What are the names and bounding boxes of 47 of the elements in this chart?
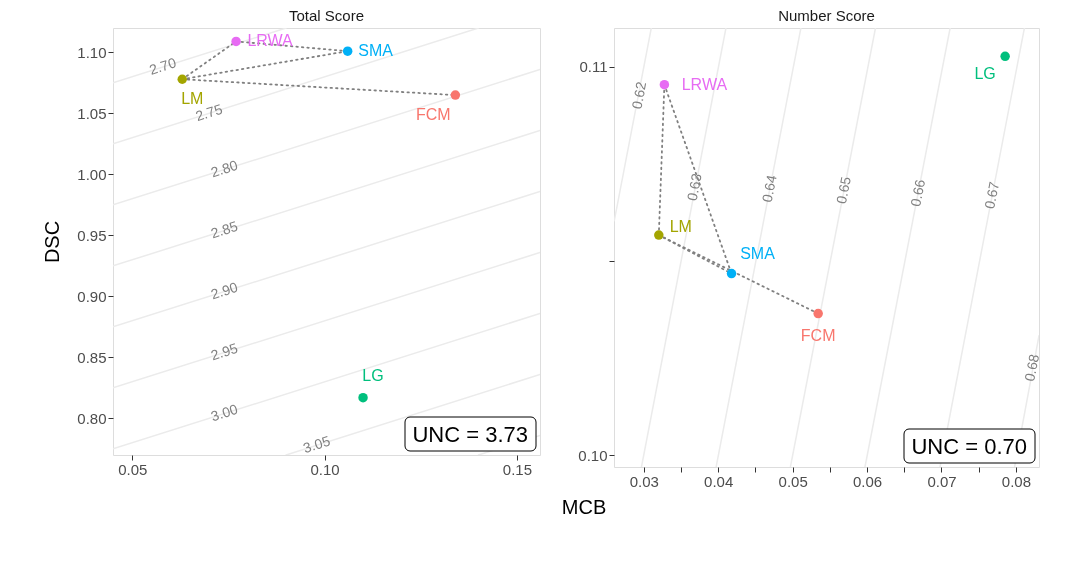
y-tick-label: 0.90 [77,287,107,305]
x-tick-label: 0.08 [1001,472,1032,490]
annotation: 0.62 [628,80,650,111]
x-tick-label: 0.07 [927,472,957,490]
y-tick-label: 1.10 [77,43,107,61]
annotation: 2.80 [208,156,240,181]
y-tick-label: 0.85 [77,348,107,366]
annotation: 0.64 [758,173,780,204]
y-tick-label: 0.11 [579,58,608,76]
series-label: LRWA [681,75,728,93]
series-label: SMA [740,244,776,262]
annotation: 2.70 [147,54,179,78]
annotation: 2.85 [208,217,240,242]
series-label: FCM [800,326,836,344]
series-label: LG [362,366,384,384]
series-label: FCM [416,106,451,124]
annotation: 0.66 [907,177,929,208]
y-axis-title: DSC [41,220,64,264]
series-label: LM [669,218,692,236]
chart-title: Total Score [288,7,365,24]
annotation: 0.63 [683,172,705,202]
x-tick-label: 0.04 [704,472,734,490]
y-tick-label: 1.00 [77,165,107,183]
x-tick-label: 0.05 [778,472,808,490]
y-tick-label: 0.95 [77,226,107,244]
annotation: 2.95 [208,339,240,364]
y-tick-label: 1.05 [77,104,107,122]
annotation: UNC = 0.70 [911,434,1027,459]
annotation: 0.68 [1021,352,1043,383]
annotation: 2.90 [208,278,240,303]
x-tick-label: 0.06 [852,472,883,490]
x-tick-label: 0.03 [629,472,659,490]
annotation: UNC = 3.73 [412,422,528,447]
annotation: 0.65 [833,175,854,206]
y-tick-label: 0.80 [77,409,107,427]
x-axis-title: MCB [561,496,607,518]
annotation: 0.67 [981,180,1003,211]
annotation: 3.05 [301,432,333,457]
annotation: 3.00 [208,400,240,425]
x-tick-label: 0.05 [118,460,148,478]
chart-title: Number Score [778,7,875,24]
series-label: SMA [358,42,394,60]
series-label: LM [181,90,204,108]
series-label: LG [974,65,996,83]
series-label: LRWA [247,32,294,50]
x-tick-label: 0.10 [310,460,340,478]
x-tick-label: 0.15 [502,460,533,478]
